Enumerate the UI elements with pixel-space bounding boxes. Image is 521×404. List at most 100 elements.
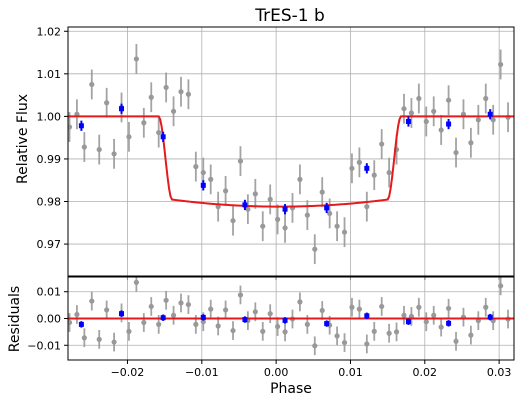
residuals-raw-point bbox=[364, 341, 370, 347]
residuals-raw-point bbox=[163, 297, 169, 303]
flux-raw-point bbox=[81, 144, 87, 150]
residuals-binned-point bbox=[200, 314, 206, 320]
flux-raw-point bbox=[96, 146, 102, 153]
flux-binned-point bbox=[324, 205, 330, 211]
residuals-raw-point bbox=[401, 312, 407, 318]
flux-binned-point bbox=[446, 121, 452, 127]
residuals-y-tick-label: −0.01 bbox=[27, 339, 61, 352]
residuals-raw-point bbox=[222, 307, 229, 313]
flux-raw-point bbox=[475, 117, 481, 123]
flux-raw-point bbox=[252, 191, 258, 197]
flux-y-tick-label: 0.99 bbox=[37, 153, 62, 166]
residuals-raw-point bbox=[445, 305, 452, 311]
residuals-raw-point bbox=[237, 292, 244, 298]
flux-raw-point bbox=[297, 176, 303, 182]
residuals-y-tick-label: 0.00 bbox=[37, 313, 62, 326]
residuals-raw-point bbox=[431, 312, 437, 318]
flux-binned-point bbox=[78, 123, 84, 129]
residuals-binned-point bbox=[405, 319, 411, 325]
flux-raw-point bbox=[68, 124, 73, 130]
residuals-raw-point bbox=[126, 328, 132, 334]
residuals-binned-point bbox=[487, 314, 493, 320]
residuals-raw-point bbox=[260, 328, 266, 334]
flux-raw-point bbox=[445, 97, 452, 103]
flux-raw-point bbox=[245, 206, 251, 212]
flux-raw-point bbox=[230, 218, 236, 224]
residuals-raw-point bbox=[453, 338, 459, 344]
residuals-raw-point bbox=[282, 329, 288, 335]
flux-binned-point bbox=[487, 111, 493, 117]
residuals-raw-point bbox=[483, 304, 489, 310]
flux-raw-point bbox=[386, 169, 392, 176]
residuals-raw-point bbox=[297, 299, 303, 305]
flux-raw-point bbox=[312, 246, 318, 252]
residuals-raw-point bbox=[416, 304, 422, 310]
flux-binned-point bbox=[242, 202, 248, 208]
residuals-raw-point bbox=[81, 335, 87, 341]
flux-raw-point bbox=[371, 172, 377, 178]
residuals-raw-point bbox=[275, 323, 281, 330]
flux-raw-point bbox=[453, 149, 459, 156]
flux-raw-point bbox=[104, 100, 110, 106]
flux-raw-point bbox=[498, 61, 504, 68]
residuals-raw-point bbox=[89, 298, 95, 304]
flux-raw-point bbox=[126, 134, 132, 140]
flux-raw-point bbox=[170, 108, 177, 114]
flux-raw-point bbox=[438, 127, 444, 133]
flux-raw-point bbox=[237, 158, 244, 164]
residuals-binned-point bbox=[282, 317, 288, 323]
residuals-raw-point bbox=[334, 333, 340, 339]
flux-raw-point bbox=[364, 204, 370, 210]
residuals-raw-point bbox=[156, 321, 162, 327]
residuals-raw-point bbox=[111, 339, 117, 345]
flux-raw-point bbox=[341, 229, 348, 235]
x-tick-label: 0.00 bbox=[264, 366, 289, 379]
flux-panel: TrES-1 b Relative Flux 0.97 0.98 0.99 1.00 1… bbox=[15, 6, 515, 280]
flux-raw-point bbox=[431, 108, 437, 114]
flux-binned-point bbox=[405, 118, 411, 124]
residuals-panel: Residuals Phase −0.02 −0.01 0.00 0.01 0.02 0.… bbox=[7, 276, 515, 397]
flux-binned-point bbox=[160, 134, 166, 140]
residuals-binned-point bbox=[119, 311, 125, 317]
flux-binned-point bbox=[119, 106, 125, 112]
flux-raw-point bbox=[222, 188, 229, 194]
flux-y-tick-label: 0.98 bbox=[37, 196, 62, 209]
residuals-raw-point bbox=[438, 324, 444, 330]
flux-y-tick-label: 1.01 bbox=[37, 68, 62, 81]
flux-binned-point bbox=[200, 182, 206, 188]
flux-raw-point bbox=[327, 210, 333, 217]
residuals-raw-point bbox=[230, 327, 236, 334]
flux-raw-point bbox=[89, 81, 95, 88]
residuals-raw-point bbox=[393, 329, 400, 335]
residuals-raw-point bbox=[178, 300, 184, 306]
residuals-raw-point bbox=[312, 343, 318, 349]
phase-x-axis-label: Phase bbox=[270, 381, 312, 397]
flux-raw-point bbox=[379, 141, 385, 147]
residuals-binned-point bbox=[364, 313, 370, 319]
residuals-raw-point bbox=[252, 309, 258, 315]
flux-raw-point bbox=[483, 95, 489, 102]
residuals-raw-point bbox=[133, 279, 139, 285]
flux-raw-point bbox=[133, 56, 139, 62]
flux-raw-point bbox=[111, 151, 117, 157]
flux-raw-point bbox=[260, 223, 266, 229]
flux-raw-point bbox=[408, 110, 415, 116]
residuals-raw-point bbox=[200, 319, 206, 325]
residuals-binned-point bbox=[78, 321, 84, 327]
residuals-raw-point bbox=[319, 307, 325, 314]
x-tick-label: −0.01 bbox=[185, 366, 219, 379]
flux-raw-point bbox=[208, 176, 214, 182]
residuals-raw-point bbox=[96, 336, 102, 342]
residuals-raw-point bbox=[267, 311, 273, 317]
residuals-binned-point bbox=[324, 321, 330, 327]
x-tick-label: −0.02 bbox=[111, 366, 145, 379]
residuals-raw-point bbox=[349, 304, 355, 310]
flux-binned-point bbox=[282, 206, 288, 212]
residuals-raw-point bbox=[148, 303, 154, 310]
residuals-raw-point bbox=[498, 283, 504, 289]
residuals-raw-point bbox=[304, 321, 310, 327]
flux-y-tick-label: 1.00 bbox=[37, 110, 62, 123]
chart-title: TrES-1 b bbox=[254, 6, 325, 26]
flux-raw-point bbox=[334, 223, 340, 229]
